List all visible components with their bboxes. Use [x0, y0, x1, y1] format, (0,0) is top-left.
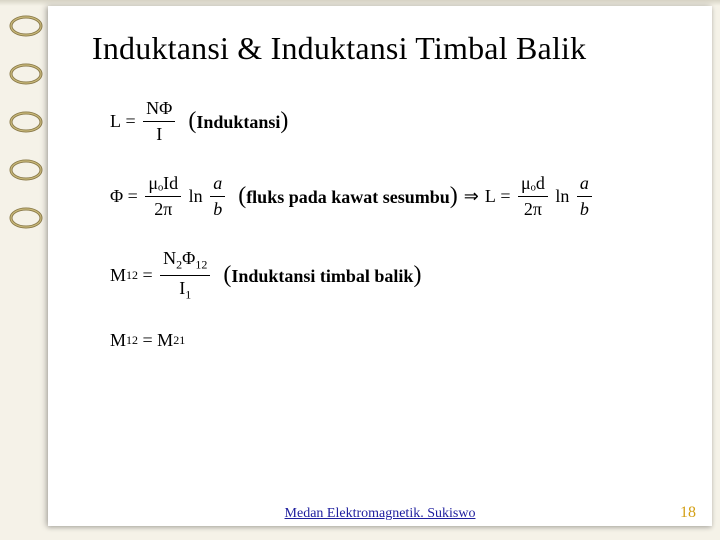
eq2-rhs-lhs: L — [485, 186, 496, 207]
eq2-f1-den: 2π — [151, 197, 175, 220]
eq1-label: Induktansi — [196, 112, 280, 132]
eq2-rf1-den: 2π — [521, 197, 545, 220]
equation-3: M12 = N2Φ12 I1 (Induktansi timbal balik) — [110, 248, 690, 302]
eq2-rf1-num: μₒd — [518, 173, 548, 197]
eq2-rf2-num: a — [577, 173, 592, 197]
equation-area: L = NΦ I (Induktansi) Φ = μₒId 2π — [110, 98, 690, 379]
eq4-lhs-base: M — [110, 330, 126, 351]
ring-icon — [8, 158, 44, 182]
eq2-f2-den: b — [210, 197, 225, 220]
eq3-num-s2: 12 — [195, 258, 207, 272]
eq1-den: I — [153, 122, 165, 145]
eq2-f1-num: μₒId — [145, 173, 181, 197]
eq3-lhs-sub: 12 — [126, 268, 138, 283]
eq3-num-phi: Φ — [182, 248, 195, 268]
eq4-rhs-base: M — [157, 330, 173, 351]
equation-4: M12 = M21 — [110, 330, 690, 351]
equation-2: Φ = μₒId 2π ln a b (fluks pada kawat ses… — [110, 173, 690, 220]
eq3-lhs-base: M — [110, 265, 126, 286]
page-number: 18 — [680, 504, 696, 522]
eq3-den-sub: 1 — [185, 287, 191, 301]
eq3-label: Induktansi timbal balik — [231, 266, 413, 286]
eq4-lhs-sub: 12 — [126, 333, 138, 348]
eq1-num: NΦ — [143, 98, 175, 122]
slide-title: Induktansi & Induktansi Timbal Balik — [92, 30, 586, 67]
eq2-ln2: ln — [555, 186, 569, 207]
binder-rings — [0, 0, 48, 540]
ring-icon — [8, 62, 44, 86]
eq2-rf2-den: b — [577, 197, 592, 220]
ring-icon — [8, 206, 44, 230]
eq1-lhs: L — [110, 111, 121, 132]
eq2-label: fluks pada kawat sesumbu — [246, 187, 450, 207]
implies-icon: ⇒ — [464, 186, 479, 207]
eq2-lhs: Φ — [110, 186, 123, 207]
footer-text: Medan Elektromagnetik. Sukiswo — [48, 506, 712, 522]
slide-page: Induktansi & Induktansi Timbal Balik L =… — [48, 6, 712, 526]
eq2-f2-num: a — [210, 173, 225, 197]
eq4-rhs-sub: 21 — [173, 333, 185, 348]
ring-icon — [8, 14, 44, 38]
ring-icon — [8, 110, 44, 134]
eq2-ln: ln — [189, 186, 203, 207]
eq3-num-n: N — [163, 248, 176, 268]
equation-1: L = NΦ I (Induktansi) — [110, 98, 690, 145]
